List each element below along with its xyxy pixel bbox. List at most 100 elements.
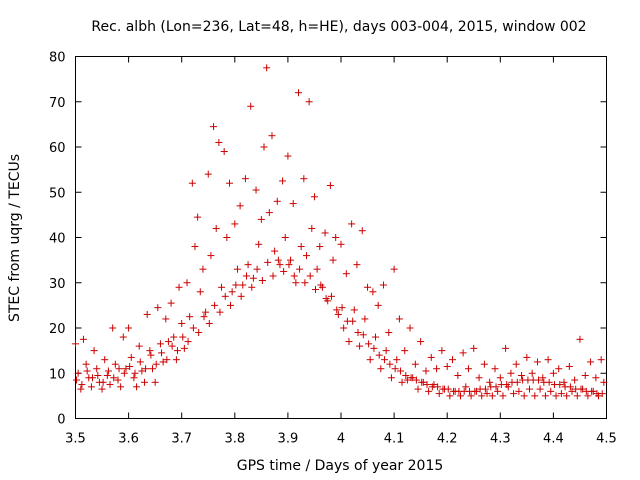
x-tick-label: 4.2	[437, 432, 458, 447]
data-point	[233, 265, 241, 273]
data-point	[566, 383, 574, 391]
data-point	[241, 175, 249, 183]
data-point	[526, 385, 534, 393]
data-point	[333, 306, 341, 314]
data-point	[269, 272, 277, 280]
data-point	[427, 353, 435, 361]
data-point	[385, 329, 393, 337]
data-point	[406, 324, 414, 332]
data-point	[179, 333, 187, 341]
data-point	[587, 358, 595, 366]
data-point	[247, 102, 255, 110]
y-tick-label: 60	[49, 141, 66, 156]
data-point	[541, 392, 549, 400]
data-point	[478, 392, 486, 400]
data-point	[507, 369, 515, 377]
data-point	[545, 378, 553, 386]
x-tick-label: 3.5	[65, 432, 86, 447]
data-point	[211, 301, 219, 309]
data-point	[120, 369, 128, 377]
data-point	[353, 261, 361, 269]
x-tick-label: 3.6	[118, 432, 139, 447]
data-point	[443, 362, 451, 370]
data-point	[204, 170, 212, 178]
data-point	[391, 365, 399, 373]
data-point	[577, 385, 585, 393]
data-point	[549, 369, 557, 377]
data-point	[364, 283, 372, 291]
data-point	[148, 365, 156, 373]
data-point	[417, 338, 425, 346]
data-point	[186, 313, 194, 321]
data-point	[94, 372, 102, 380]
data-point	[218, 283, 226, 291]
data-point	[77, 385, 85, 393]
y-tick-label: 40	[49, 232, 66, 247]
data-point	[93, 365, 101, 373]
data-point	[163, 356, 171, 364]
data-point	[379, 281, 387, 289]
data-point	[359, 331, 367, 339]
x-tick-label: 4.4	[543, 432, 564, 447]
data-point	[154, 304, 162, 312]
data-point	[316, 243, 324, 251]
data-point	[210, 123, 218, 131]
data-point	[88, 374, 96, 382]
data-point	[449, 356, 457, 364]
data-point	[369, 288, 377, 296]
data-point	[515, 387, 523, 395]
data-point	[143, 310, 151, 318]
data-point	[375, 351, 383, 359]
x-tick-label: 4.1	[384, 432, 405, 447]
data-point	[381, 356, 389, 364]
data-point	[199, 265, 207, 273]
data-point	[334, 310, 342, 318]
y-tick-label: 10	[49, 367, 66, 382]
data-point	[252, 186, 260, 194]
data-point	[557, 390, 565, 398]
data-point	[471, 387, 479, 395]
data-point	[338, 304, 346, 312]
data-point	[212, 224, 220, 232]
data-point	[354, 329, 362, 337]
data-point	[249, 274, 257, 282]
data-point	[111, 360, 119, 368]
data-point	[520, 392, 528, 400]
data-point	[536, 385, 544, 393]
data-point	[321, 229, 329, 237]
data-point	[342, 270, 350, 278]
data-point	[99, 378, 107, 386]
data-point	[257, 215, 265, 223]
x-axis-title: GPS time / Days of year 2015	[237, 458, 444, 474]
data-point	[115, 365, 123, 373]
axis-ticks: 3.5 3.6 3.7 3.8 3.9 4 4.1 4.2 4.3 4.4 4.5 0 10 20 30 40…	[49, 51, 617, 447]
data-point	[393, 356, 401, 364]
data-point	[103, 372, 111, 380]
data-point	[73, 376, 81, 384]
data-point	[260, 143, 268, 151]
data-point	[127, 353, 135, 361]
data-point	[200, 313, 208, 321]
data-point	[79, 335, 87, 343]
data-point	[412, 376, 420, 384]
data-point	[236, 202, 244, 210]
data-point	[138, 367, 146, 375]
data-point	[483, 390, 491, 398]
data-point	[523, 353, 531, 361]
data-point	[556, 381, 564, 389]
data-point	[87, 383, 95, 391]
data-point	[207, 252, 215, 260]
data-point	[547, 387, 555, 395]
data-point	[462, 383, 470, 391]
data-point	[377, 365, 385, 373]
data-points	[72, 64, 608, 400]
data-point	[244, 261, 252, 269]
data-point	[98, 385, 106, 393]
data-point	[539, 374, 547, 382]
data-point	[370, 344, 378, 352]
y-tick-label: 0	[57, 413, 65, 428]
data-point	[227, 301, 235, 309]
data-point	[135, 342, 143, 350]
data-point	[592, 374, 600, 382]
data-point	[168, 342, 176, 350]
